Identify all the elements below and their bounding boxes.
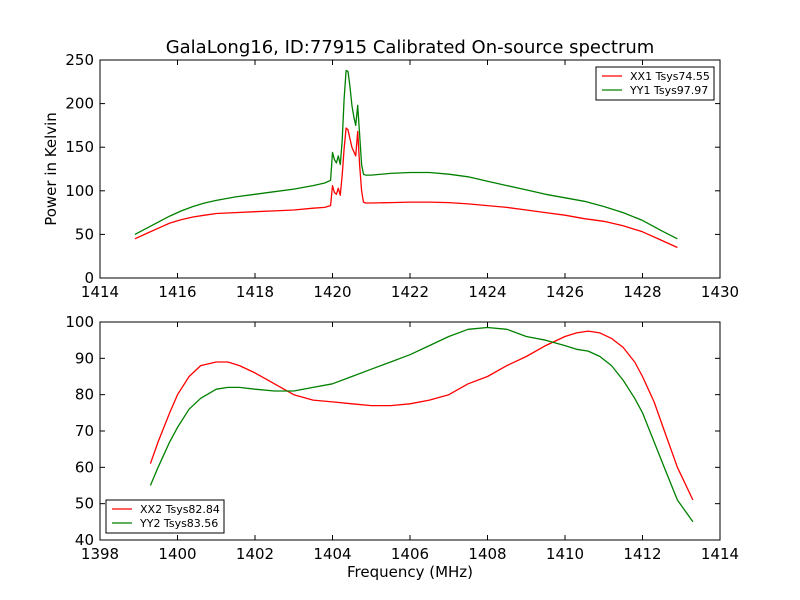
bottom-x-tick-label: 1412	[623, 545, 661, 563]
bottom-x-axis-label: Frequency (MHz)	[347, 563, 473, 581]
top-spectrum-panel: 1414 1416 1418 1420 1422 1424 1426 1428 1430 0 50 1…	[42, 51, 739, 301]
top-x-tick-label: 1422	[391, 283, 429, 301]
top-series-line-1	[134, 127, 678, 249]
top-y-tick-label: 150	[65, 138, 94, 156]
bottom-x-tick-label: 1398	[81, 545, 119, 563]
top-x-tick-label: 1420	[313, 283, 351, 301]
top-y-tick-label: 200	[65, 95, 94, 113]
top-x-tick-label: 1414	[81, 283, 119, 301]
top-x-tick-label: 1424	[468, 283, 506, 301]
top-legend-box	[595, 66, 715, 101]
bottom-legend-box	[105, 499, 225, 534]
bottom-legend-label-1: XX2 Tsys82.84	[140, 503, 220, 516]
top-y-tick-label: 100	[65, 182, 94, 200]
bottom-x-tick-label: 1414	[701, 545, 739, 563]
bottom-spectrum-panel: 1398 1400 1402 1404 1406 1408 1410 1412 1414 40 50…	[65, 313, 739, 581]
bottom-legend-label-2: YY2 Tsys83.56	[139, 517, 218, 530]
bottom-x-tick-label: 1408	[468, 545, 506, 563]
top-y-tick-label: 250	[65, 51, 94, 69]
figure-title: GalaLong16, ID:77915 Calibrated On-sourc…	[166, 37, 655, 58]
top-x-tick-label: 1430	[701, 283, 739, 301]
bottom-y-tick-label: 90	[75, 349, 94, 367]
top-legend-label-1: XX1 Tsys74.55	[630, 70, 710, 83]
bottom-x-tick-label: 1402	[236, 545, 274, 563]
bottom-x-tick-label: 1400	[158, 545, 196, 563]
bottom-x-tick-label: 1410	[546, 545, 584, 563]
top-x-tick-label: 1428	[623, 283, 661, 301]
top-x-tick-label: 1426	[546, 283, 584, 301]
bottom-x-tick-label: 1404	[313, 545, 351, 563]
bottom-series-line-2	[149, 326, 694, 523]
top-legend-label-2: YY1 Tsys97.97	[629, 84, 708, 97]
bottom-y-tick-label: 70	[75, 422, 94, 440]
bottom-y-tick-label: 100	[65, 313, 94, 331]
top-y-tick-label: 50	[75, 225, 94, 243]
bottom-y-tick-label: 40	[75, 531, 94, 549]
top-y-axis-label: Power in Kelvin	[42, 112, 60, 226]
top-x-tick-label: 1418	[236, 283, 274, 301]
bottom-x-tick-label: 1406	[391, 545, 429, 563]
bottom-y-tick-label: 80	[75, 386, 94, 404]
bottom-series-line-1	[149, 330, 694, 501]
top-series-line-2	[134, 69, 678, 240]
bottom-y-tick-label: 60	[75, 458, 94, 476]
top-x-tick-label: 1416	[158, 283, 196, 301]
top-y-tick-label: 0	[84, 269, 94, 287]
bottom-y-tick-label: 50	[75, 495, 94, 513]
